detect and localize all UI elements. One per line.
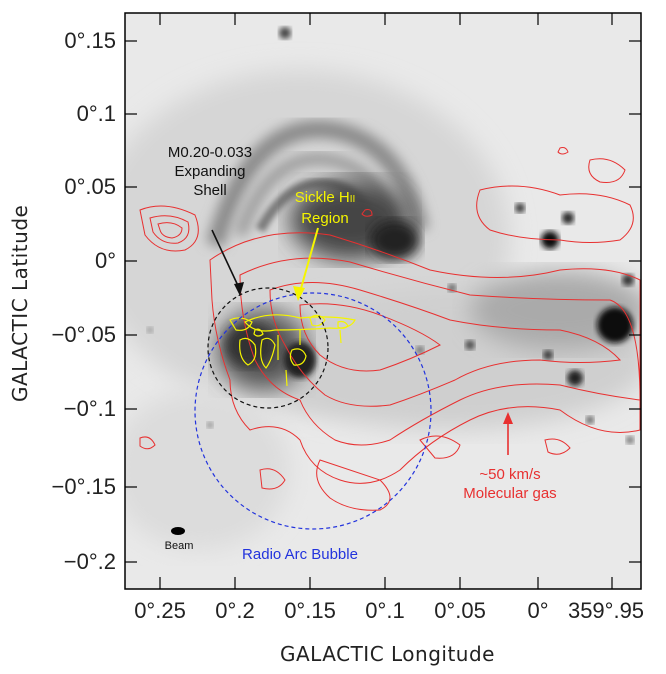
- plot-frame: [124, 12, 642, 590]
- y-axis-ticks: [125, 40, 641, 563]
- x-tick-label: 0°.05: [434, 598, 486, 623]
- sickle-label-line: Region: [301, 210, 349, 227]
- x-tick-label: 359°.95: [567, 598, 645, 623]
- y-axis-title: GALACTIC Latitude: [8, 204, 32, 402]
- x-axis-ticks: [159, 13, 613, 589]
- molecular-gas-contours: [139, 147, 641, 511]
- expanding-shell-circle: [207, 287, 329, 409]
- gas-label-line: ~50 km/s: [479, 466, 541, 483]
- bubble-label: Radio Arc Bubble: [242, 546, 358, 563]
- shell-label-line: Shell: [193, 182, 227, 199]
- y-tick-label: 0°.1: [76, 101, 116, 126]
- sickle-arrow: [299, 227, 319, 293]
- y-tick-label: 0°.05: [64, 174, 116, 199]
- sickle-label-subscript: II: [349, 194, 356, 205]
- radio-arc-bubble-circle: [194, 292, 432, 530]
- y-tick-label: 0°: [94, 248, 116, 273]
- beam-label: Beam: [164, 540, 194, 552]
- sickle-label-text: Sickle H: [294, 189, 350, 206]
- x-tick-label: 0°.25: [134, 598, 186, 623]
- x-axis-title: GALACTIC Longitude: [280, 642, 495, 666]
- shell-label-line: Expanding: [174, 163, 246, 180]
- beam-ellipse: [171, 527, 185, 535]
- shell-label-line: M0.20-0.033: [167, 144, 253, 161]
- x-tick-label: 0°.2: [215, 598, 255, 623]
- shell-label: M0.20-0.033 Expanding Shell: [140, 143, 280, 200]
- x-tick-label: 0°: [527, 598, 549, 623]
- sickle-contours: [229, 314, 356, 387]
- x-tick-label: 0°.15: [284, 598, 336, 623]
- y-tick-label: −0°.15: [51, 474, 116, 499]
- y-tick-label: 0°.15: [64, 28, 116, 53]
- x-tick-label: 0°.1: [365, 598, 405, 623]
- y-tick-label: −0°.1: [63, 396, 116, 421]
- sickle-label-line: Sickle HII: [270, 188, 380, 209]
- molecular-gas-label: ~50 km/s Molecular gas: [440, 465, 580, 503]
- y-tick-label: −0°.05: [51, 322, 116, 347]
- y-tick-label: −0°.2: [63, 549, 116, 574]
- sickle-label: Sickle HII Region: [270, 188, 380, 228]
- shell-arrow: [211, 229, 241, 291]
- gas-label-line: Molecular gas: [463, 485, 557, 502]
